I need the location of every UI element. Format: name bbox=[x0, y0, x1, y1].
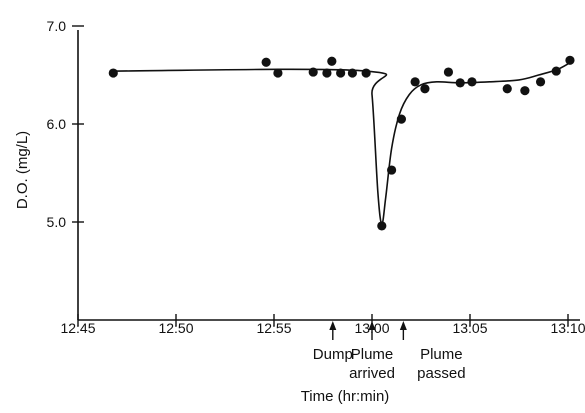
annotation-arrowhead bbox=[368, 321, 376, 330]
annotation-label: arrived bbox=[349, 365, 395, 382]
data-point bbox=[361, 68, 371, 78]
data-point bbox=[443, 67, 454, 77]
data-point bbox=[551, 66, 561, 76]
data-point bbox=[308, 67, 318, 77]
data-point bbox=[455, 78, 465, 88]
annotation-arrowhead bbox=[329, 321, 337, 330]
annotation-arrowhead bbox=[399, 321, 407, 330]
data-point bbox=[410, 77, 420, 87]
data-point bbox=[520, 86, 530, 96]
y-tick-label: 5.0 bbox=[47, 214, 67, 230]
y-axis-title: D.O. (mg/L) bbox=[14, 131, 31, 209]
x-axis-title: Time (hr:min) bbox=[301, 388, 390, 405]
data-point bbox=[347, 68, 357, 78]
x-tick-label: 13:10 bbox=[550, 320, 585, 336]
y-tick-label: 7.0 bbox=[47, 18, 67, 34]
annotation-label: Plume bbox=[351, 346, 394, 363]
data-point bbox=[420, 84, 430, 94]
x-tick-label: 12:45 bbox=[60, 320, 95, 336]
data-point bbox=[377, 221, 387, 231]
data-point bbox=[467, 77, 477, 87]
data-point bbox=[327, 56, 337, 66]
annotation-label: Plume bbox=[420, 346, 463, 363]
data-point bbox=[535, 77, 546, 87]
data-point bbox=[336, 68, 346, 78]
data-point bbox=[261, 57, 271, 67]
data-point bbox=[387, 165, 397, 175]
annotation-label: Dump bbox=[313, 346, 353, 363]
x-tick-label: 12:50 bbox=[158, 320, 193, 336]
annotation-label: passed bbox=[417, 365, 465, 382]
data-point bbox=[502, 84, 512, 94]
y-tick-label: 6.0 bbox=[47, 116, 67, 132]
data-point bbox=[565, 55, 575, 65]
data-point bbox=[322, 68, 332, 78]
data-point bbox=[396, 114, 406, 124]
x-tick-label: 13:05 bbox=[452, 320, 487, 336]
data-point bbox=[273, 68, 283, 78]
chart-frame bbox=[77, 30, 580, 321]
data-point bbox=[108, 68, 118, 78]
x-tick-label: 12:55 bbox=[256, 320, 291, 336]
fit-curve-line bbox=[113, 59, 575, 225]
data-points bbox=[108, 55, 575, 231]
